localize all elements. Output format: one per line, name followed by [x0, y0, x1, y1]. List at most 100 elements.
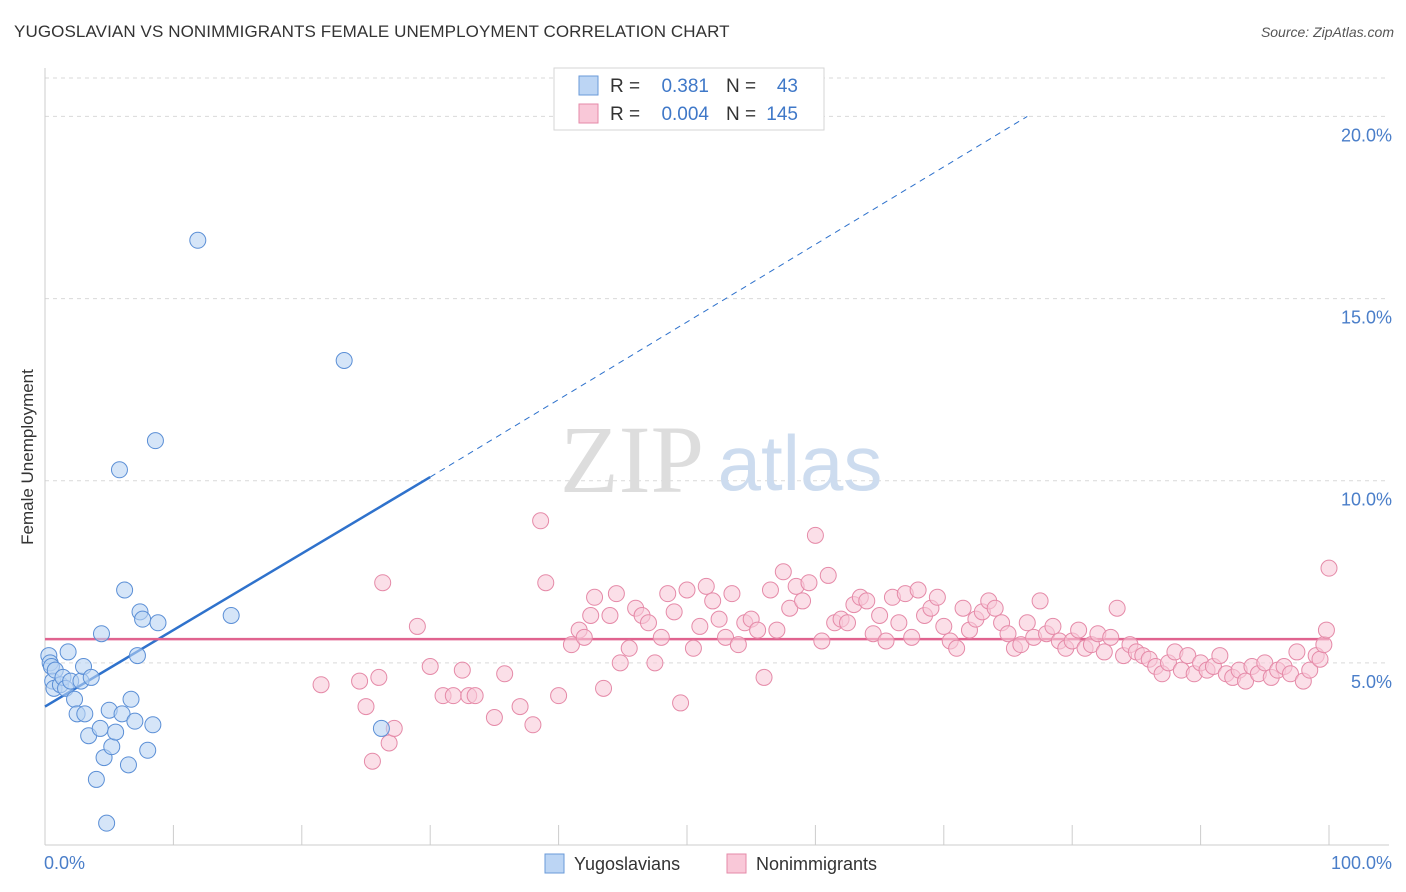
series-nonimmigrants: [312, 512, 1338, 770]
trend-line-yugoslavians: [44, 475, 431, 708]
yugoslavian-point: [107, 723, 125, 741]
nonimmigrant-point: [761, 581, 779, 599]
yugoslavian-point: [116, 581, 134, 599]
nonimmigrant-point: [1237, 672, 1255, 690]
y-tick-label: 10.0%: [1341, 490, 1392, 510]
x-tick-label-max: 100.0%: [1331, 853, 1392, 873]
yugoslavian-point: [372, 719, 390, 737]
nonimmigrant-point: [935, 617, 953, 635]
yugoslavian-point: [189, 231, 207, 249]
yugoslavian-point: [98, 814, 116, 832]
nonimmigrant-point: [363, 752, 381, 770]
x-tick-label-min: 0.0%: [44, 853, 85, 873]
legend-r-value-2: 0.004: [661, 104, 709, 125]
nonimmigrant-point: [1108, 599, 1126, 617]
nonimmigrant-point: [704, 592, 722, 610]
nonimmigrant-point: [453, 661, 471, 679]
y-tick-label: 15.0%: [1341, 308, 1392, 328]
series-yugoslavians: [40, 231, 390, 832]
nonimmigrant-point: [370, 668, 388, 686]
nonimmigrant-point: [717, 628, 735, 646]
nonimmigrant-point: [723, 585, 741, 603]
legend-n-value-1: 43: [777, 76, 798, 97]
watermark-zip: ZIP: [560, 406, 704, 513]
yugoslavian-point: [87, 770, 105, 788]
yugoslavian-point: [146, 432, 164, 450]
nonimmigrant-point: [524, 716, 542, 734]
nonimmigrant-point: [1179, 647, 1197, 665]
legend-r-label-2: R =: [610, 104, 640, 125]
nonimmigrant-point: [532, 512, 550, 530]
nonimmigrant-point: [858, 592, 876, 610]
nonimmigrant-point: [1012, 636, 1030, 654]
nonimmigrant-point: [749, 621, 767, 639]
nonimmigrant-point: [691, 617, 709, 635]
nonimmigrant-point: [877, 632, 895, 650]
yugoslavian-point: [335, 352, 353, 369]
series-legend-swatch-nonimmigrants: [726, 853, 747, 874]
nonimmigrant-point: [729, 636, 747, 654]
series-legend: Yugoslavians Nonimmigrants: [544, 853, 877, 874]
nonimmigrant-point: [1070, 621, 1088, 639]
nonimmigrant-point: [582, 607, 600, 624]
y-axis-title: Female Unemployment: [18, 369, 37, 545]
correlation-legend: R = 0.381 N = 43 R = 0.004 N = 145: [553, 67, 825, 131]
nonimmigrant-point: [986, 599, 1004, 617]
nonimmigrant-point: [646, 654, 664, 672]
nonimmigrant-point: [374, 574, 392, 592]
watermark-atlas: atlas: [718, 419, 883, 507]
nonimmigrant-point: [1317, 621, 1335, 639]
nonimmigrant-point: [864, 625, 882, 643]
nonimmigrant-point: [1211, 647, 1229, 665]
legend-n-value-2: 145: [766, 104, 798, 125]
nonimmigrant-point: [672, 694, 690, 712]
y-tick-label: 20.0%: [1341, 125, 1392, 145]
nonimmigrant-point: [684, 639, 702, 657]
nonimmigrant-point: [871, 607, 889, 624]
axes: [44, 68, 1389, 846]
yugoslavian-point: [59, 643, 77, 661]
legend-swatch-nonimmigrants: [578, 103, 599, 124]
yugoslavian-point: [103, 738, 121, 756]
chart-source: Source: ZipAtlas.com: [1260, 24, 1394, 40]
nonimmigrant-point: [697, 577, 715, 595]
legend-r-value-1: 0.381: [661, 76, 709, 97]
nonimmigrant-point: [909, 581, 927, 599]
nonimmigrant-point: [781, 599, 799, 617]
legend-swatch-yugoslavians: [578, 75, 599, 96]
nonimmigrant-point: [774, 563, 792, 581]
nonimmigrant-point: [768, 621, 786, 639]
nonimmigrant-point: [903, 628, 921, 646]
nonimmigrant-point: [444, 687, 462, 705]
nonimmigrant-point: [421, 658, 439, 675]
nonimmigrant-point: [639, 614, 657, 632]
yugoslavian-point: [113, 705, 131, 723]
yugoslavian-point: [76, 705, 94, 723]
nonimmigrant-point: [659, 585, 677, 603]
legend-n-label-1: N =: [726, 76, 756, 97]
nonimmigrant-point: [1044, 617, 1062, 635]
yugoslavian-point: [92, 625, 110, 643]
yugoslavian-point: [128, 647, 146, 665]
nonimmigrant-point: [1018, 614, 1036, 632]
nonimmigrant-point: [1315, 636, 1333, 654]
nonimmigrant-point: [601, 607, 619, 624]
nonimmigrant-point: [351, 672, 369, 690]
nonimmigrant-point: [1095, 643, 1113, 661]
nonimmigrant-point: [511, 698, 529, 716]
series-legend-label-nonimmigrants: Nonimmigrants: [756, 854, 877, 874]
yugoslavian-point: [222, 607, 240, 624]
nonimmigrant-point: [1102, 628, 1120, 646]
nonimmigrant-point: [357, 698, 375, 716]
nonimmigrant-point: [312, 676, 330, 694]
yugoslavian-point: [149, 614, 167, 632]
nonimmigrant-point: [496, 665, 514, 683]
nonimmigrant-point: [755, 668, 773, 686]
nonimmigrant-point: [999, 625, 1017, 643]
yugoslavian-point: [134, 610, 152, 628]
nonimmigrant-point: [890, 614, 908, 632]
nonimmigrant-point: [575, 628, 593, 646]
nonimmigrant-point: [1311, 650, 1329, 668]
nonimmigrant-point: [819, 566, 837, 584]
nonimmigrant-point: [839, 614, 856, 632]
